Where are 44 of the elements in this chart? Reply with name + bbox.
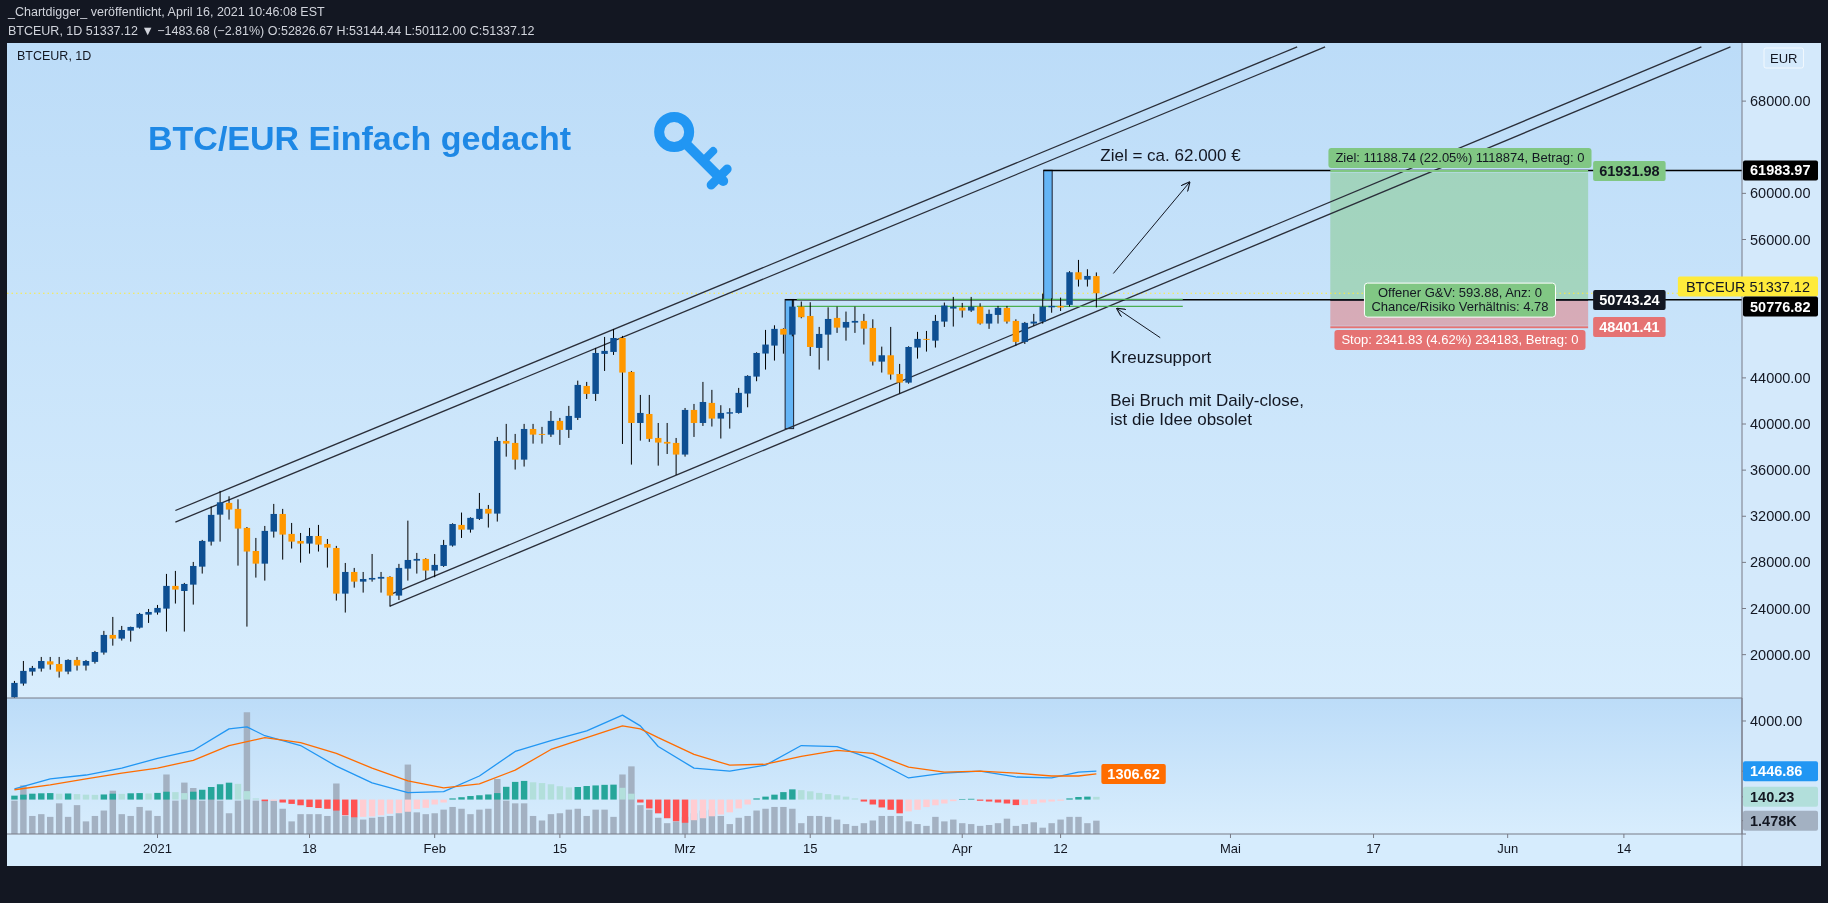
x-tick-label: 15: [552, 841, 568, 856]
x-tick-label: 18: [302, 841, 317, 856]
y-tick-label: 1.478K: [1750, 812, 1798, 829]
x-tick-label: Mai: [1220, 841, 1242, 856]
y-tick-label: 20000.00: [1750, 646, 1811, 663]
annotation: Ziel: 11188.74 (22.05%) 1118874, Betrag: 0: [1335, 150, 1585, 166]
x-tick-label: 12: [1053, 841, 1068, 856]
x-tick-label: Mrz: [674, 841, 696, 856]
annotation: Kreuzsupport: [1110, 347, 1212, 367]
text: _Chartdigger_ veröffentlicht, April 16, 2021 10:46:08 EST: [7, 5, 325, 19]
y-tick-label: 60000.00: [1750, 185, 1811, 202]
x-tick-label: Apr: [952, 841, 974, 856]
data-label: 61931.98: [1599, 163, 1660, 180]
y-tick-label: 1446.86: [1750, 763, 1803, 780]
y-tick-label: 44000.00: [1750, 369, 1811, 386]
text: BTC/EUR Einfach gedacht: [148, 119, 572, 157]
x-tick-label: Feb: [423, 841, 446, 856]
data-label: 48401.41: [1599, 319, 1660, 336]
y-tick-label: 40000.00: [1750, 416, 1811, 433]
x-tick-label: 14: [1616, 841, 1632, 856]
y-tick-label: 24000.00: [1750, 600, 1811, 617]
y-tick-label: 68000.00: [1750, 93, 1811, 110]
x-tick-label: 17: [1366, 841, 1381, 856]
annotation: Stop: 2341.83 (4.62%) 234183, Betrag: 0: [1341, 332, 1579, 348]
y-tick-label: 28000.00: [1750, 554, 1811, 571]
x-tick-label: 2021: [143, 841, 172, 856]
text: BTCEUR, 1D: [17, 49, 92, 63]
y-axis-title: EUR: [1770, 51, 1798, 66]
ref-line-label: BTCEUR 51337.12: [1685, 278, 1810, 295]
x-tick-label: 15: [803, 841, 818, 856]
annotation: Bei Bruch mit Daily-close, ist die Idee obsolet: [1110, 390, 1304, 429]
annotation: Offener G&V: 593.88, Anz: 0 Chance/Risiko Verhältnis: 4.78: [1371, 285, 1549, 315]
data-label: 50743.24: [1599, 292, 1660, 309]
y-tick-label: 36000.00: [1750, 462, 1811, 479]
x-tick-label: Jun: [1497, 841, 1519, 856]
annotation: Ziel = ca. 62.000 €: [1100, 146, 1242, 166]
y-tick-label: 56000.00: [1750, 231, 1811, 248]
y-tick-label: 32000.00: [1750, 508, 1811, 525]
data-label: 1306.62: [1107, 765, 1160, 782]
data-label: 50776.82: [1750, 298, 1811, 315]
y-tick-label: 140.23: [1750, 788, 1795, 805]
data-label: 61983.97: [1750, 162, 1811, 179]
text: BTCEUR, 1D 51337.12 ▼ −1483.68 (−2.81%) O:52826.67 H:53144.44 L:50112.00 C:51337.12: [8, 24, 535, 38]
y-tick-label: 4000.00: [1750, 712, 1803, 729]
